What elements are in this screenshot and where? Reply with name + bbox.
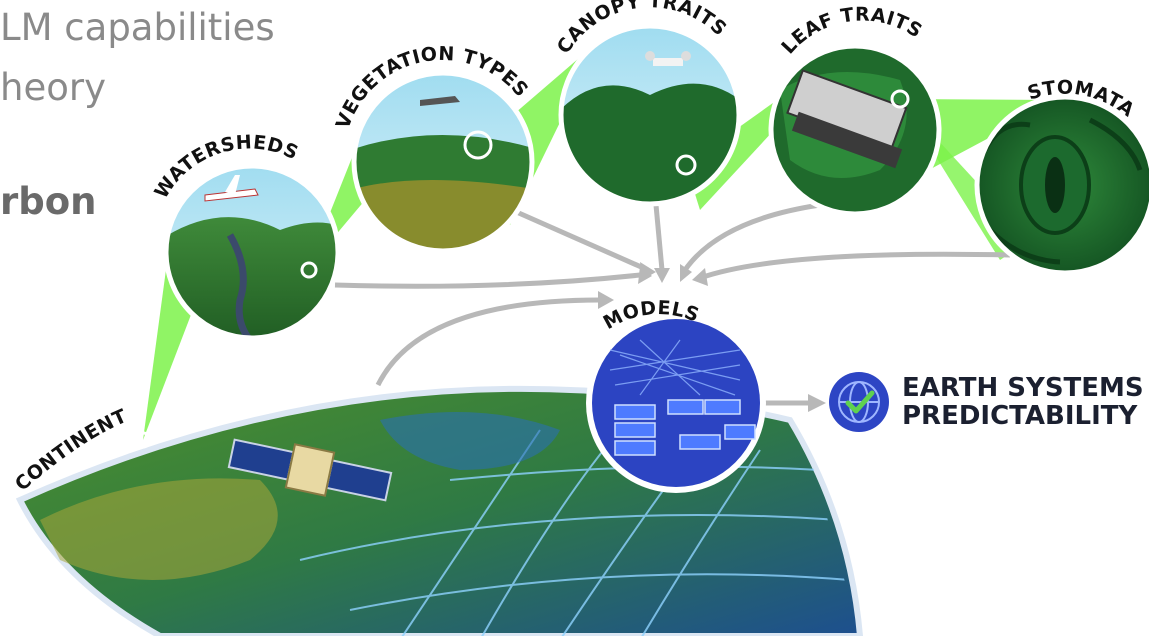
background-text-line-3: rbon bbox=[0, 180, 97, 223]
zoom-marker bbox=[463, 130, 493, 160]
arrow-vegetation-models bbox=[510, 207, 650, 273]
zoom-marker bbox=[675, 154, 697, 176]
flow-arrows bbox=[334, 202, 1011, 406]
models-circle bbox=[586, 313, 766, 493]
outcome-line-1: EARTH SYSTEMS bbox=[902, 373, 1144, 403]
outcome-earth-systems-predictability: EARTH SYSTEMS PREDICTABILITY bbox=[828, 371, 1144, 433]
arrow-stomata-models bbox=[699, 251, 1011, 281]
zoom-marker bbox=[890, 89, 910, 109]
globe-check-icon bbox=[829, 372, 889, 432]
outcome-line-2: PREDICTABILITY bbox=[902, 401, 1138, 431]
outcome-text: EARTH SYSTEMS PREDICTABILITY bbox=[902, 374, 1144, 430]
arrow-leaf-models bbox=[682, 202, 821, 272]
zoom-marker-continent bbox=[134, 431, 152, 449]
drone-icon bbox=[645, 51, 691, 66]
canopy-traits-circle bbox=[558, 23, 742, 207]
satellite bbox=[227, 438, 393, 502]
vegetation-types-circle bbox=[351, 70, 535, 254]
airplane-icon bbox=[204, 175, 259, 202]
watersheds-circle bbox=[163, 163, 341, 341]
stomata-circle bbox=[974, 94, 1149, 276]
arrow-canopy-models bbox=[653, 204, 665, 271]
arrow-continent-models bbox=[375, 297, 601, 387]
arrow-watershed-models bbox=[334, 272, 641, 289]
leaf-traits-circle bbox=[768, 43, 942, 217]
background-text-line-2: heory bbox=[0, 66, 106, 109]
background-text-line-1: LM capabilities bbox=[0, 6, 275, 49]
zoom-marker bbox=[300, 261, 318, 279]
leaf-sensor-icon bbox=[786, 69, 908, 169]
